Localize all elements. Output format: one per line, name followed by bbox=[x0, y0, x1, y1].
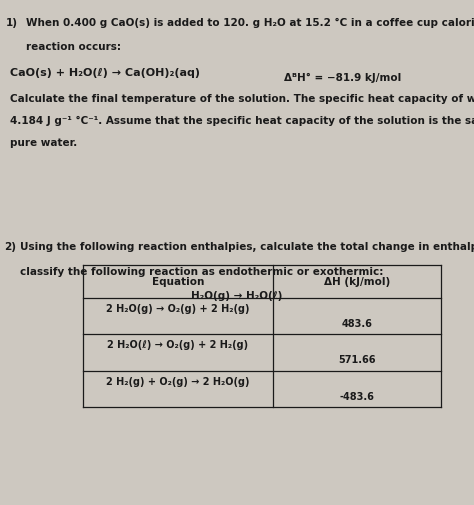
Text: H₂O(g) → H₂O(ℓ): H₂O(g) → H₂O(ℓ) bbox=[191, 291, 283, 301]
Text: 2 H₂(g) + O₂(g) → 2 H₂O(g): 2 H₂(g) + O₂(g) → 2 H₂O(g) bbox=[106, 377, 249, 387]
Text: Using the following reaction enthalpies, calculate the total change in enthalpy : Using the following reaction enthalpies,… bbox=[20, 242, 474, 252]
Text: ΔH (kJ/mol): ΔH (kJ/mol) bbox=[324, 277, 390, 286]
Text: -483.6: -483.6 bbox=[339, 392, 374, 402]
Text: 2 H₂O(ℓ) → O₂(g) + 2 H₂(g): 2 H₂O(ℓ) → O₂(g) + 2 H₂(g) bbox=[107, 340, 248, 350]
Text: reaction occurs:: reaction occurs: bbox=[26, 42, 121, 52]
Text: Calculate the final temperature of the solution. The specific heat capacity of w: Calculate the final temperature of the s… bbox=[10, 94, 474, 105]
Text: When 0.400 g CaO(s) is added to 120. g H₂O at 15.2 °C in a coffee cup calorimete: When 0.400 g CaO(s) is added to 120. g H… bbox=[26, 18, 474, 28]
Text: 1): 1) bbox=[6, 18, 18, 28]
Text: 571.66: 571.66 bbox=[338, 356, 375, 366]
Text: 483.6: 483.6 bbox=[341, 319, 372, 329]
Text: classify the following reaction as endothermic or exothermic:: classify the following reaction as endot… bbox=[20, 267, 383, 277]
Text: ΔᴮH° = −81.9 kJ/mol: ΔᴮH° = −81.9 kJ/mol bbox=[284, 73, 401, 83]
Text: 4.184 J g⁻¹ °C⁻¹. Assume that the specific heat capacity of the solution is the : 4.184 J g⁻¹ °C⁻¹. Assume that the specif… bbox=[10, 116, 474, 126]
Text: 2): 2) bbox=[4, 242, 16, 252]
Text: Equation: Equation bbox=[152, 277, 204, 286]
Text: 2 H₂O(g) → O₂(g) + 2 H₂(g): 2 H₂O(g) → O₂(g) + 2 H₂(g) bbox=[106, 304, 249, 314]
Text: pure water.: pure water. bbox=[10, 138, 78, 148]
Text: CaO(s) + H₂O(ℓ) → Ca(OH)₂(aq): CaO(s) + H₂O(ℓ) → Ca(OH)₂(aq) bbox=[10, 68, 201, 78]
